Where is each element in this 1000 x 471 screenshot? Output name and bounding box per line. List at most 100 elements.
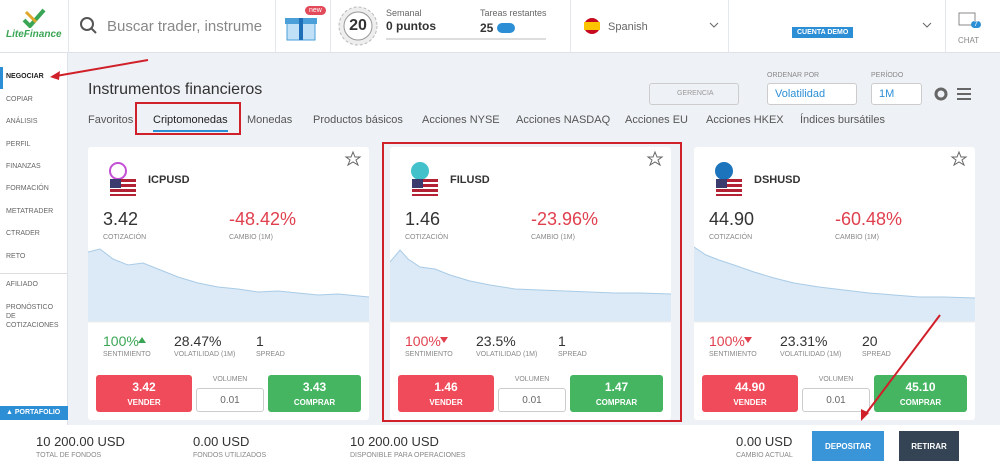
change-label: CAMBIO (1M) (229, 234, 273, 241)
sentiment-label: SENTIMIENTO (405, 351, 453, 358)
tab-underline (153, 130, 228, 132)
symbol: ICPUSD (148, 174, 190, 186)
search-input[interactable]: Buscar trader, instrume (107, 18, 263, 35)
manage-label: GERENCIA (677, 90, 714, 97)
buy-button[interactable]: 45.10 COMPRAR (874, 375, 967, 412)
instrument-card: FILUSD 1.46 COTIZACIÓN -23.96% CAMBIO (1M) 10… (390, 147, 671, 420)
buy-label: COMPRAR (899, 398, 942, 407)
price: 1.46 (405, 209, 441, 229)
volume-input[interactable]: 0.01 (802, 388, 870, 412)
withdraw-label: RETIRAR (911, 442, 947, 451)
buy-price: 1.47 (604, 380, 629, 394)
weekly-label: Semanal (386, 8, 422, 18)
spread-label: SPREAD (558, 351, 587, 358)
nav-item[interactable]: CTRADER (6, 230, 40, 237)
logo[interactable]: LiteFinance (6, 29, 62, 40)
sell-button[interactable]: 44.90 VENDER (702, 375, 798, 412)
volatility: 23.5% (476, 333, 516, 349)
spread-label: SPREAD (256, 351, 285, 358)
tab[interactable]: Índices bursátiles (800, 114, 885, 126)
spread: 20 (862, 333, 878, 349)
tab[interactable]: Criptomonedas (153, 114, 228, 126)
nav-item[interactable]: PERFIL (6, 141, 31, 148)
volatility-label: VOLATILIDAD (1M) (174, 351, 236, 358)
chat-icon[interactable] (958, 12, 980, 30)
sort-select[interactable]: Volatilidad (767, 83, 857, 105)
stat-label: TOTAL DE FONDOS (36, 452, 102, 459)
tab[interactable]: Monedas (247, 114, 293, 126)
chat-count: 7 (971, 21, 981, 28)
volume-label: VOLUMEN (514, 376, 550, 383)
nav-item[interactable]: COPIAR (6, 96, 33, 103)
tab[interactable]: Acciones NASDAQ (516, 114, 611, 126)
points: 0 puntos (386, 19, 436, 33)
instrument-card: ICPUSD 3.42 COTIZACIÓN -48.42% CAMBIO (1M) 10… (88, 147, 369, 420)
nav-item[interactable]: FINANZAS (6, 163, 41, 170)
tab[interactable]: Productos básicos (313, 114, 403, 126)
sort-value: Volatilidad (775, 88, 826, 100)
volume-input[interactable]: 0.01 (196, 388, 264, 412)
change-label: CAMBIO (1M) (835, 234, 879, 241)
stat-label: CAMBIO ACTUAL (736, 452, 793, 459)
portfolio-label: PORTAFOLIO (14, 409, 61, 416)
deposit-button[interactable]: DEPOSITAR (812, 431, 884, 461)
spread-label: SPREAD (862, 351, 891, 358)
logo-icon (22, 8, 46, 28)
period-select[interactable]: 1M (871, 83, 922, 105)
settings-icons[interactable] (933, 86, 973, 102)
tab[interactable]: Acciones HKEX (706, 114, 784, 126)
sentiment: 100% (405, 333, 441, 349)
volatility-label: VOLATILIDAD (1M) (780, 351, 842, 358)
account-type[interactable]: CUENTA DEMO (792, 27, 854, 38)
sell-price: 1.46 (434, 380, 458, 394)
manage-button[interactable]: GERENCIA (649, 83, 739, 105)
instrument-card: DSHUSD 44.90 COTIZACIÓN -60.48% CAMBIO (1M) 1… (694, 147, 975, 420)
stat-label: FONDOS UTILIZADOS (193, 452, 267, 459)
withdraw-button[interactable]: RETIRAR (899, 431, 959, 461)
page-title: Instrumentos financieros (88, 81, 263, 98)
nav-item[interactable]: RETO (6, 253, 26, 260)
sort-label: ORDENAR POR (767, 72, 820, 79)
nav-item[interactable]: FORMACIÓN (6, 185, 49, 192)
tab[interactable]: Acciones EU (625, 114, 688, 126)
buy-button[interactable]: 1.47 COMPRAR (570, 375, 663, 412)
sell-button[interactable]: 3.42 VENDER (96, 375, 192, 412)
language[interactable]: Spanish (608, 21, 648, 33)
stat-value: 0.00 USD (193, 434, 250, 449)
nav-item[interactable]: ANÁLISIS (6, 118, 38, 125)
portfolio[interactable]: ▲ PORTAFOLIO (0, 406, 68, 420)
volatility: 28.47% (174, 333, 222, 349)
volume-value: 0.01 (826, 395, 846, 406)
buy-button[interactable]: 3.43 COMPRAR (268, 375, 361, 412)
volatility-label: VOLATILIDAD (1M) (476, 351, 538, 358)
tasks-count: 25 (480, 21, 494, 35)
gift-icon[interactable] (284, 10, 318, 42)
period-value: 1M (879, 88, 895, 100)
card-graphics (88, 150, 369, 343)
stat-value: 10 200.00 USD (350, 434, 439, 449)
change: -48.42% (229, 209, 297, 229)
spread: 1 (256, 333, 264, 349)
chat-label[interactable]: CHAT (958, 36, 980, 45)
nav-item[interactable]: METATRADER (6, 208, 54, 215)
tasks-label: Tareas restantes (480, 8, 547, 18)
tab[interactable]: Favoritos (88, 114, 134, 126)
sell-label: VENDER (733, 398, 767, 407)
period-label: PERÍODO (871, 72, 904, 79)
tasks-arrow[interactable] (497, 23, 515, 33)
sell-button[interactable]: 1.46 VENDER (398, 375, 494, 412)
sentiment: 100% (103, 333, 139, 349)
change: -23.96% (531, 209, 599, 229)
progress (386, 38, 546, 40)
footer: DEPOSITAR RETIRAR 10 200.00 USD TOTAL DE … (0, 425, 1000, 471)
volume-input[interactable]: 0.01 (498, 388, 566, 412)
nav-item[interactable]: PRONÓSTICO DE COTIZACIONES (6, 304, 59, 329)
stat-value: 10 200.00 USD (36, 434, 125, 449)
tab[interactable]: Acciones NYSE (422, 114, 500, 126)
level-badge (338, 6, 378, 46)
change: -60.48% (835, 209, 903, 229)
top-bar: LiteFinance Buscar trader, instrume new … (0, 0, 1000, 53)
change-label: CAMBIO (1M) (531, 234, 575, 241)
nav-item[interactable]: AFILIADO (6, 281, 38, 288)
nav-item[interactable]: NEGOCIAR (6, 73, 44, 80)
